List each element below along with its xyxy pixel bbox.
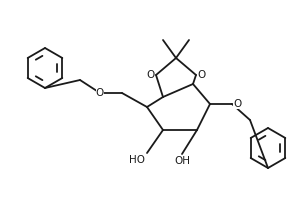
Text: OH: OH xyxy=(174,156,190,166)
Text: O: O xyxy=(147,70,155,80)
Text: O: O xyxy=(233,99,241,109)
Text: O: O xyxy=(197,70,205,80)
Text: HO: HO xyxy=(129,155,145,165)
Text: O: O xyxy=(96,88,104,98)
